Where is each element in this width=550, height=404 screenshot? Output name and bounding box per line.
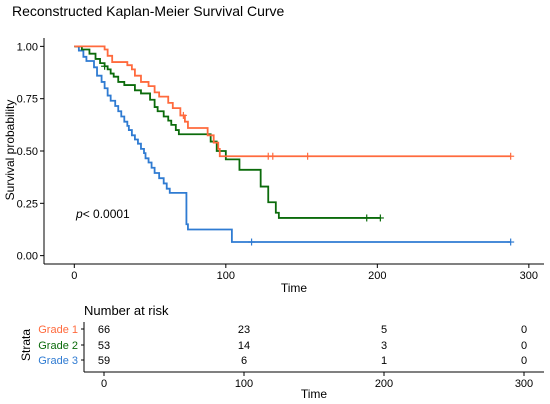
survival-curve-grade-1 <box>74 45 511 158</box>
y-tick-label: 1.00 <box>17 41 38 53</box>
y-tick-label: 0.75 <box>17 94 38 106</box>
risk-table-x-label: Time <box>301 387 328 401</box>
risk-count-cell: 23 <box>238 324 250 336</box>
censor-mark <box>248 238 256 246</box>
risk-count-cell: 3 <box>381 340 387 352</box>
risk-count-cell: 0 <box>521 340 527 352</box>
risk-count-cell: 59 <box>98 355 110 367</box>
y-tick-label: 0.00 <box>17 251 38 263</box>
censor-mark <box>507 238 515 246</box>
risk-x-tick-label: 100 <box>235 378 253 390</box>
x-axis-label: Time <box>281 281 308 295</box>
p-value-text: < 0.0001 <box>83 207 130 221</box>
risk-row-label: Grade 3 <box>38 355 78 367</box>
risk-row-label: Grade 2 <box>38 340 78 352</box>
censor-mark <box>304 152 312 160</box>
censor-mark <box>376 214 384 222</box>
x-tick-label: 100 <box>217 270 235 282</box>
risk-table: Grade 1 66 23 5 0 Grade 2 53 14 3 0 Grade 3 59 6 1 0 0… <box>38 322 544 390</box>
p-value-annotation: p< 0.0001 <box>75 207 130 221</box>
plot-area: 0.00 0.25 0.50 0.75 1.00 0 100 200 300 <box>17 38 544 282</box>
risk-x-tick-label: 0 <box>101 378 107 390</box>
x-axis-ticks: 0 100 200 300 <box>71 264 538 282</box>
x-tick-label: 300 <box>520 270 538 282</box>
risk-row-label: Grade 1 <box>38 324 78 336</box>
risk-count-cell: 5 <box>381 324 387 336</box>
risk-table-title: Number at risk <box>84 303 169 318</box>
risk-count-cell: 14 <box>238 340 250 352</box>
risk-count-cell: 0 <box>521 355 527 367</box>
censor-mark <box>179 111 187 119</box>
censor-mark <box>101 62 109 70</box>
risk-count-cell: 53 <box>98 340 110 352</box>
survival-curve-grade-2 <box>74 45 381 219</box>
y-axis-label: Survival probability <box>3 100 17 201</box>
risk-count-cell: 1 <box>381 355 387 367</box>
x-tick-label: 200 <box>368 270 386 282</box>
survival-curves <box>74 45 511 243</box>
censor-marks <box>101 62 515 246</box>
risk-table-rows: Grade 1 66 23 5 0 Grade 2 53 14 3 0 Grade 3 59 6 1 0 <box>38 324 527 367</box>
y-axis-ticks: 0.00 0.25 0.50 0.75 1.00 <box>17 41 44 263</box>
y-tick-label: 0.25 <box>17 198 38 210</box>
censor-mark <box>269 152 277 160</box>
p-symbol: p <box>75 207 83 221</box>
risk-table-x-ticks: 0 100 200 300 <box>101 372 533 390</box>
risk-count-cell: 6 <box>241 355 247 367</box>
risk-count-cell: 66 <box>98 324 110 336</box>
censor-mark <box>363 214 371 222</box>
x-tick-label: 0 <box>71 270 77 282</box>
risk-x-tick-label: 200 <box>375 378 393 390</box>
chart-title: Reconstructed Kaplan-Meier Survival Curv… <box>12 3 285 19</box>
censor-mark <box>507 152 515 160</box>
survival-curve-grade-3 <box>74 45 511 243</box>
risk-count-cell: 0 <box>521 324 527 336</box>
risk-table-y-label: Strata <box>19 329 33 361</box>
y-tick-label: 0.50 <box>17 146 38 158</box>
risk-x-tick-label: 300 <box>515 378 533 390</box>
